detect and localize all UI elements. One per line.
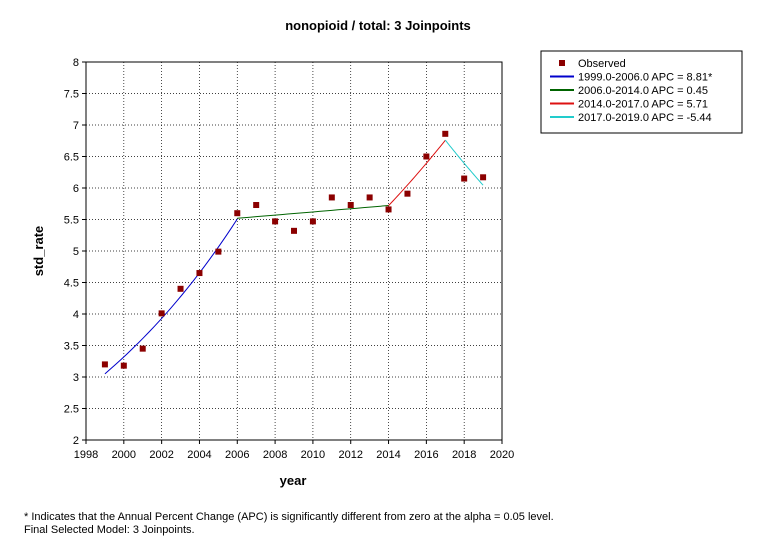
observed-point (366, 194, 373, 201)
y-tick-label: 2 (73, 435, 79, 447)
x-tick-label: 2016 (414, 449, 438, 461)
x-tick-label: 2008 (263, 449, 287, 461)
x-axis-label: year (280, 473, 307, 488)
legend-label-segment-1: 1999.0-2006.0 APC = 8.81* (578, 72, 713, 84)
observed-point (404, 190, 411, 197)
grid (85, 61, 503, 441)
observed-point (120, 362, 127, 369)
footnote-significance: * Indicates that the Annual Percent Chan… (24, 511, 554, 523)
observed-point (291, 227, 297, 234)
x-tick-label: 2002 (149, 449, 173, 461)
observed-point (272, 218, 279, 225)
observed-points (101, 130, 487, 369)
x-tick-label: 2014 (376, 449, 400, 461)
observed-point (347, 202, 354, 209)
observed-point (101, 361, 108, 368)
fitted-segments (104, 139, 484, 375)
y-tick-label: 7 (73, 120, 79, 132)
legend: Observed 1999.0-2006.0 APC = 8.81*2006.0-… (540, 50, 743, 134)
x-axis-ticks: 1998 2000 2002 2004 2006 2008 2010 2012 2014 2016… (74, 440, 514, 461)
observed-point (385, 206, 392, 213)
observed-point (177, 285, 184, 292)
y-tick-label: 4.5 (64, 278, 79, 290)
x-tick-label: 1998 (74, 449, 98, 461)
legend-box (540, 50, 743, 134)
fitted-segment-1 (104, 218, 238, 375)
y-tick-label: 5.5 (64, 215, 79, 227)
x-tick-label: 2010 (301, 449, 325, 461)
y-tick-label: 5 (73, 246, 79, 258)
observed-point (328, 194, 335, 201)
fitted-segment-2 (237, 205, 389, 219)
joinpoint-chart: nonopioid / total: 3 Joinpoints 1998 2000… (31, 18, 743, 488)
y-tick-label: 4 (73, 309, 79, 321)
observed-point (423, 153, 430, 160)
observed-point (196, 270, 203, 277)
y-tick-label: 3 (73, 372, 79, 384)
y-tick-label: 6 (73, 183, 79, 195)
x-tick-label: 2004 (187, 449, 211, 461)
x-tick-label: 2006 (225, 449, 249, 461)
x-tick-label: 2018 (452, 449, 476, 461)
x-tick-label: 2000 (112, 449, 136, 461)
y-tick-label: 7.5 (64, 89, 79, 101)
legend-marker-observed (559, 60, 565, 66)
observed-point (215, 248, 222, 255)
y-tick-label: 3.5 (64, 341, 79, 353)
observed-point (158, 310, 165, 317)
y-tick-label: 6.5 (64, 152, 79, 164)
observed-point (253, 202, 260, 209)
y-axis-ticks: 2 2.5 3 3.5 4 4.5 5 5.5 6 6.5 7 7.5 8 (64, 57, 86, 447)
y-axis-label: std_rate (31, 226, 46, 277)
observed-point (461, 175, 468, 182)
legend-label-segment-2: 2006.0-2014.0 APC = 0.45 (578, 85, 708, 97)
fitted-segment-3 (388, 140, 446, 206)
footnote-final-model: Final Selected Model: 3 Joinpoints. (24, 524, 195, 536)
y-tick-label: 8 (73, 57, 79, 69)
legend-label-segment-3: 2014.0-2017.0 APC = 5.71 (578, 99, 708, 111)
y-tick-label: 2.5 (64, 404, 79, 416)
x-tick-label: 2012 (338, 449, 362, 461)
observed-point (442, 130, 449, 137)
observed-point (234, 210, 241, 217)
observed-point (480, 174, 487, 181)
legend-label-segment-4: 2017.0-2019.0 APC = -5.44 (578, 112, 712, 124)
observed-point (139, 345, 146, 352)
fitted-segment-4 (444, 139, 484, 186)
legend-label-observed: Observed (578, 58, 626, 70)
observed-point (309, 218, 316, 225)
x-tick-label: 2020 (490, 449, 514, 461)
chart-title: nonopioid / total: 3 Joinpoints (285, 18, 471, 33)
